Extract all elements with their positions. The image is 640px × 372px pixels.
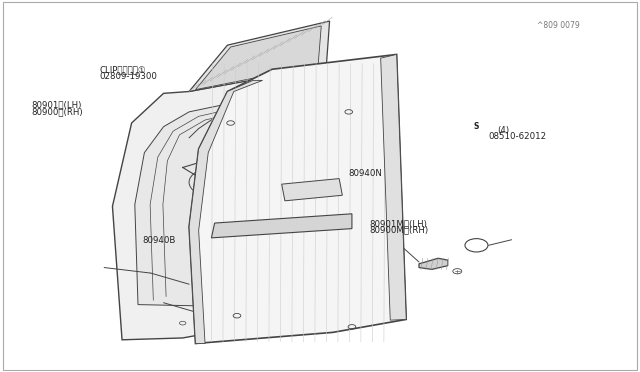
Polygon shape [135, 90, 314, 308]
Text: (4): (4) [497, 126, 509, 135]
Polygon shape [282, 179, 342, 201]
Polygon shape [211, 214, 352, 238]
Text: 02809-19300: 02809-19300 [100, 72, 157, 81]
Text: 80900　(RH): 80900 (RH) [31, 107, 83, 116]
Polygon shape [189, 21, 330, 92]
Text: 80901　(LH): 80901 (LH) [31, 101, 82, 110]
Text: 80940B: 80940B [143, 236, 176, 245]
Text: 80940N: 80940N [349, 169, 383, 177]
Text: 80901M　(LH): 80901M (LH) [370, 219, 428, 228]
Text: S: S [474, 122, 479, 131]
Polygon shape [113, 65, 326, 340]
Polygon shape [189, 80, 262, 343]
Polygon shape [419, 258, 448, 269]
Text: CLIPクリップ①: CLIPクリップ① [100, 65, 147, 74]
Polygon shape [381, 54, 406, 320]
Polygon shape [189, 54, 406, 343]
Text: ^809 0079: ^809 0079 [537, 21, 580, 30]
Text: 08510-62012: 08510-62012 [488, 132, 546, 141]
Text: 80900M　(RH): 80900M (RH) [370, 226, 429, 235]
Polygon shape [195, 26, 321, 90]
